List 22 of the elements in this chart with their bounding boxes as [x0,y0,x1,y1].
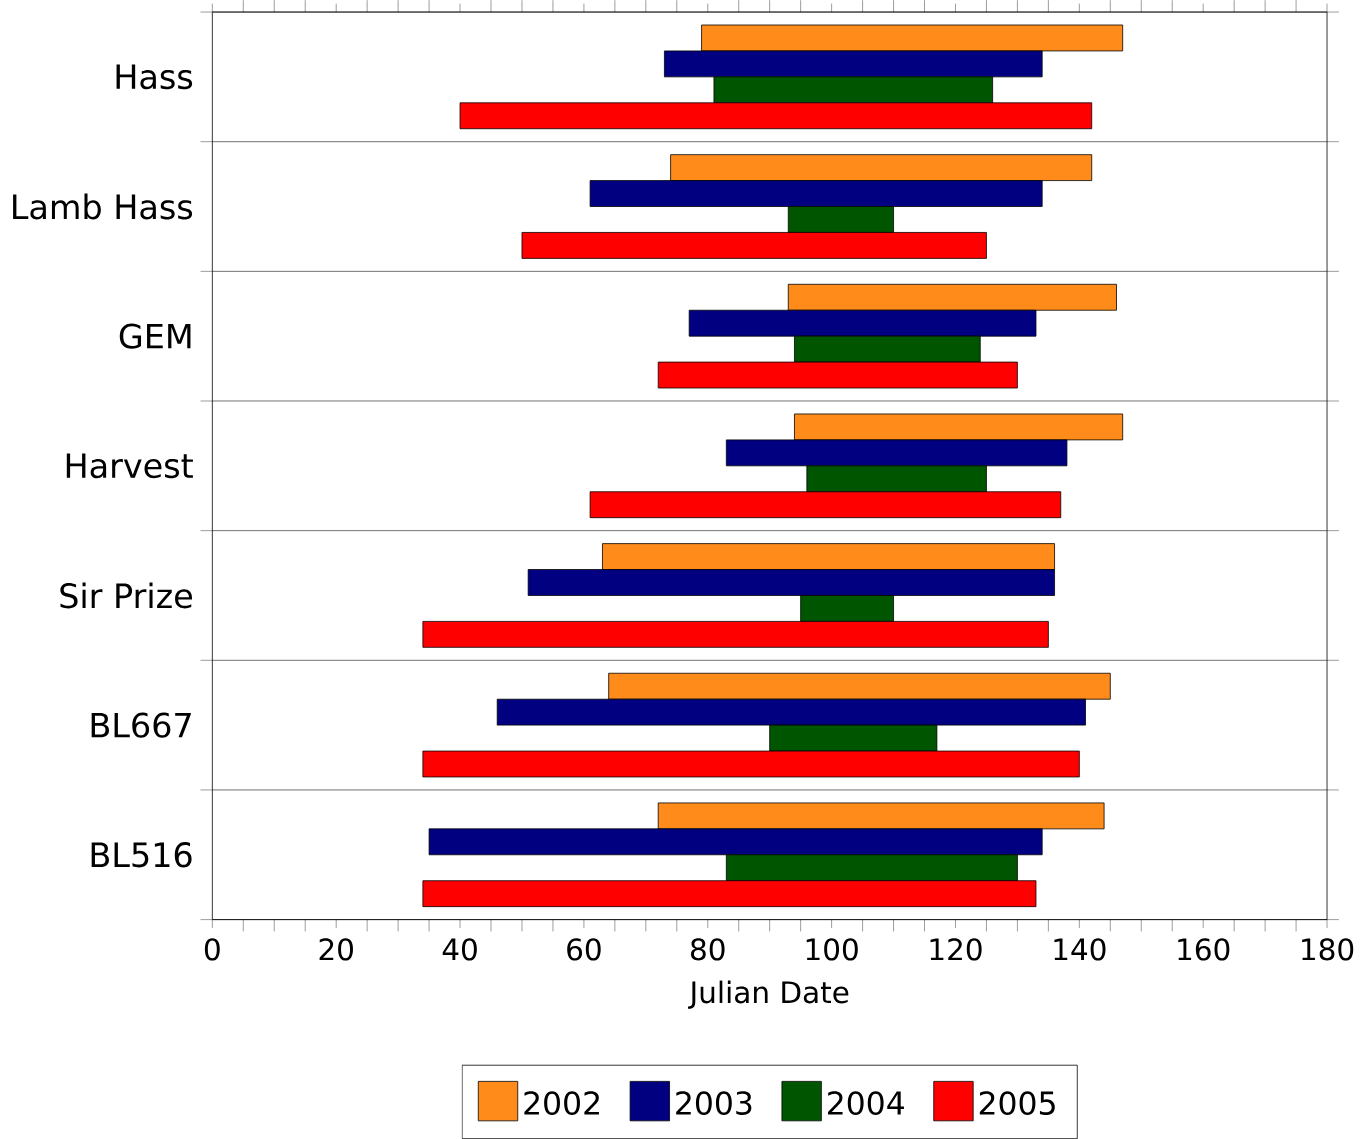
y-tick-label: Hass [116,64,193,90]
y-tick-label: Harvest [66,453,193,479]
y-tick-label: BL516 [91,842,192,868]
x-tick-label: 100 [806,938,858,961]
x-tick-label: 20 [319,938,353,961]
x-tick-label: 160 [1178,938,1230,961]
x-tick-label: 180 [1302,938,1354,961]
x-tick-label: 0 [204,938,220,961]
legend-label: 2002 [524,1091,599,1115]
y-tick-label: Lamb Hass [13,193,193,220]
legend-label: 2004 [828,1091,904,1115]
x-tick-label: 140 [1054,938,1106,961]
legend-label: 2003 [676,1091,752,1115]
y-tick-label: GEM [119,323,191,349]
x-axis-title: Julian Date [688,980,849,1009]
legend-label: 2005 [979,1091,1055,1115]
x-tick-label: 60 [567,938,601,961]
x-tick-label: 40 [442,938,477,961]
x-tick-label: 120 [930,938,982,961]
x-tick-label: 80 [691,938,725,961]
y-tick-label: BL667 [91,712,191,738]
y-tick-label: Sir Prize [60,582,192,609]
